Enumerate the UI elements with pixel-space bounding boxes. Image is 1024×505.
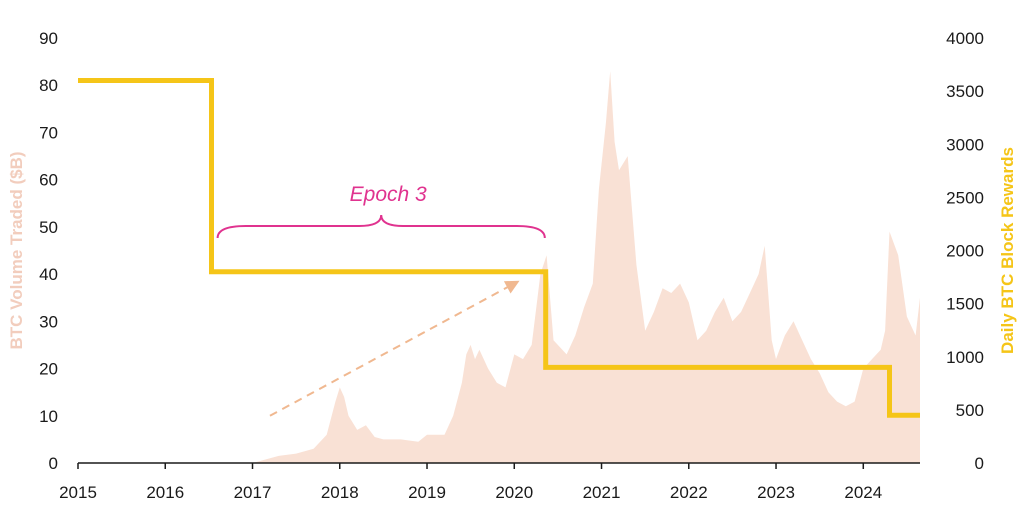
left-tick-label: 70 <box>39 123 58 142</box>
left-axis-ticks: 0 10 20 30 40 50 60 70 80 90 <box>39 29 58 473</box>
right-tick-label: 500 <box>956 401 984 420</box>
left-axis-label: BTC Volume Traded ($B) <box>7 151 26 349</box>
x-tick-label: 2024 <box>844 483 882 502</box>
right-tick-label: 2000 <box>946 242 984 261</box>
x-tick-label: 2017 <box>234 483 272 502</box>
x-tick-label: 2021 <box>583 483 621 502</box>
left-tick-label: 50 <box>39 218 58 237</box>
left-tick-label: 0 <box>49 454 58 473</box>
block-reward-step-line <box>78 78 920 418</box>
left-tick-label: 40 <box>39 265 58 284</box>
right-tick-label: 0 <box>975 454 984 473</box>
x-tick-label: 2015 <box>59 483 97 502</box>
left-tick-label: 20 <box>39 360 58 379</box>
x-tick-label: 2022 <box>670 483 708 502</box>
epoch-label: Epoch 3 <box>350 183 427 206</box>
x-tick-label: 2016 <box>146 483 184 502</box>
right-tick-label: 1000 <box>946 348 984 367</box>
left-tick-label: 80 <box>39 76 58 95</box>
right-axis-ticks: 0 500 1000 1500 2000 2500 3000 3500 4000 <box>946 29 984 473</box>
right-tick-label: 2500 <box>946 188 984 207</box>
btc-volume-area <box>78 71 920 463</box>
trend-arrow-line <box>269 282 515 417</box>
left-tick-label: 60 <box>39 171 58 190</box>
left-tick-label: 10 <box>39 407 58 426</box>
left-tick-label: 90 <box>39 29 58 48</box>
right-tick-label: 3000 <box>946 135 984 154</box>
right-tick-label: 1500 <box>946 295 984 314</box>
trend-arrow-head <box>503 280 520 294</box>
epoch-brace <box>216 214 546 239</box>
right-axis-label: Daily BTC Block Rewards <box>998 147 1017 354</box>
left-tick-label: 30 <box>39 312 58 331</box>
x-tick-label: 2020 <box>495 483 533 502</box>
x-tick-label: 2023 <box>757 483 795 502</box>
x-tick-label: 2019 <box>408 483 446 502</box>
x-tick-label: 2018 <box>321 483 359 502</box>
right-tick-label: 3500 <box>946 82 984 101</box>
right-tick-label: 4000 <box>946 29 984 48</box>
x-axis-ticks: 2015 2016 2017 2018 2019 2020 2021 2022 2023 2024 <box>59 463 882 502</box>
